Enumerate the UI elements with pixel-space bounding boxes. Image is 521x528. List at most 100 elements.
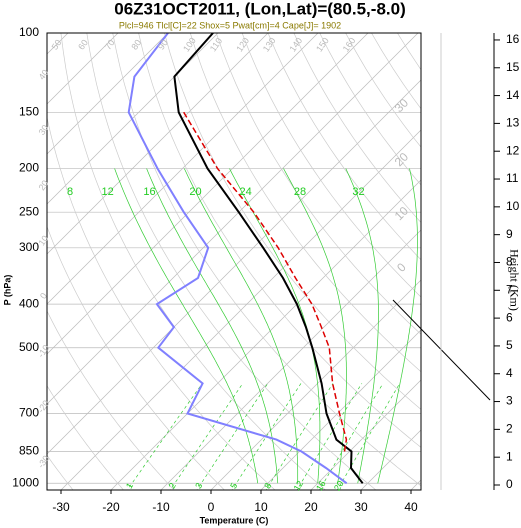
dry-adiabat-label: 30 <box>37 123 51 137</box>
mixing-ratio-label: 16 <box>314 479 328 493</box>
moist-adiabat <box>229 168 321 484</box>
isotherm <box>47 33 119 105</box>
isotherm <box>47 33 269 255</box>
moist-adiabat-label: 24 <box>240 186 252 198</box>
mixing-ratio-label: 20 <box>332 479 346 493</box>
dry-adiabat <box>47 115 276 490</box>
moist-adiabat-label: 12 <box>102 186 114 198</box>
x-tick-label: 30 <box>354 500 368 514</box>
x-axis-label: Temperature (C) <box>200 515 269 525</box>
isotherm <box>210 279 421 490</box>
moist-adiabat <box>146 168 279 484</box>
dry-adiabat <box>164 33 421 410</box>
y-tick-label: 400 <box>19 296 39 310</box>
x-tick-label: 0 <box>208 500 215 514</box>
x-tick-label: 10 <box>254 500 268 514</box>
x-tick-label: -30 <box>52 500 70 514</box>
dry-adiabat <box>47 385 124 490</box>
mixing-ratio-label: 3 <box>193 481 204 490</box>
plot-frame <box>46 32 422 491</box>
profiles <box>127 33 364 485</box>
y2-tick-label: 13 <box>506 116 520 130</box>
dry-adiabat-label: 0 <box>38 291 49 301</box>
dry-adiabat <box>47 454 74 490</box>
dry-adiabat <box>47 310 175 490</box>
isotherm <box>47 33 369 355</box>
isotherm <box>47 79 421 455</box>
isotherm <box>260 329 421 490</box>
dry-adiabat <box>215 33 421 335</box>
x-tick-label: -10 <box>152 500 170 514</box>
y2-tick-label: 14 <box>506 88 520 102</box>
chart-subtitle: Plcl=946 Tlcl[C]=22 Shox=5 Pwat[cm]=4 Ca… <box>119 20 341 30</box>
mixing-ratio-line <box>196 383 269 490</box>
theta-label: 70 <box>103 38 117 52</box>
moist-adiabat-label: 32 <box>352 186 364 198</box>
y-tick-label: 1000 <box>12 475 39 489</box>
mixing-ratio-label: 5 <box>228 481 239 490</box>
dry-adiabat-label: 40 <box>37 68 51 82</box>
dry-adiabat <box>60 33 327 490</box>
mixing-ratio-line <box>127 383 203 490</box>
mixing-ratio-line <box>231 383 302 490</box>
y2-tick-label: 5 <box>506 338 513 352</box>
y2-tick-label: 10 <box>506 199 520 213</box>
y2-tick-label: 2 <box>506 422 513 436</box>
y-tick-label: 100 <box>19 25 39 39</box>
profile-line <box>183 111 348 452</box>
profile-line <box>127 33 348 485</box>
theta-label: 60 <box>76 38 90 52</box>
dry-adiabat <box>267 33 421 261</box>
mixing-ratio-line <box>296 383 363 490</box>
mixing-ratio-label: 2 <box>167 481 178 490</box>
dry-adiabat <box>189 33 421 373</box>
dry-adiabat <box>47 225 226 490</box>
dry-adiabat <box>112 33 421 487</box>
x-tick-label: -20 <box>102 500 120 514</box>
y-tick-label: 500 <box>19 340 39 354</box>
theta-label: 90 <box>156 38 170 52</box>
y-tick-label: 850 <box>19 444 39 458</box>
chart-title: 06Z31OCT2011, (Lon,Lat)=(80.5,-8.0) <box>114 0 405 18</box>
mixing-ratio-line <box>265 383 334 490</box>
y2-tick-label: 15 <box>506 60 520 74</box>
y2-tick-label: 11 <box>506 171 519 185</box>
moist-adiabat-label: 8 <box>67 186 73 198</box>
moist-adiabat <box>114 168 259 484</box>
mixing-ratio-line <box>169 383 244 490</box>
isotherm <box>160 229 421 490</box>
y2-tick-label: 16 <box>506 32 520 46</box>
y-tick-label: 200 <box>19 161 39 175</box>
mixing-ratio-label: 8 <box>262 481 273 490</box>
moist-adiabat-label: 16 <box>143 186 155 198</box>
x-tick-label: 20 <box>304 500 318 514</box>
x-tick-label: 40 <box>404 500 418 514</box>
dry-adiabat <box>293 33 421 223</box>
moist-adiabat <box>283 168 347 484</box>
y2-axis-label: Height (Km) <box>507 249 521 311</box>
y2-tick-label: 3 <box>506 394 513 408</box>
mixing-ratio-label: 1 <box>124 481 135 490</box>
y-tick-label: 250 <box>19 204 39 218</box>
isotherm <box>47 33 169 155</box>
y2-tick-label: 1 <box>506 449 513 463</box>
mixing-ratio-label: 12 <box>292 479 306 493</box>
isotherm <box>47 33 419 405</box>
isotherm <box>47 33 319 305</box>
y2-tick-label: 9 <box>506 227 513 241</box>
isotherm <box>47 33 219 205</box>
moist-adiabat <box>345 168 379 484</box>
isotherm <box>110 179 421 490</box>
theta-label: 50 <box>50 38 64 52</box>
y2-tick-label: 12 <box>506 143 520 157</box>
y2-tick-label: 7 <box>506 282 513 296</box>
dry-adiabat <box>241 33 421 298</box>
y-axis-label: P (hPa) <box>2 275 12 306</box>
y2-tick-label: 8 <box>506 255 513 269</box>
profile-line <box>173 33 364 484</box>
y2-tick-label: 0 <box>506 477 513 491</box>
moist-adiabat-label: 28 <box>294 186 306 198</box>
dry-adiabat-label: 10 <box>37 234 51 248</box>
